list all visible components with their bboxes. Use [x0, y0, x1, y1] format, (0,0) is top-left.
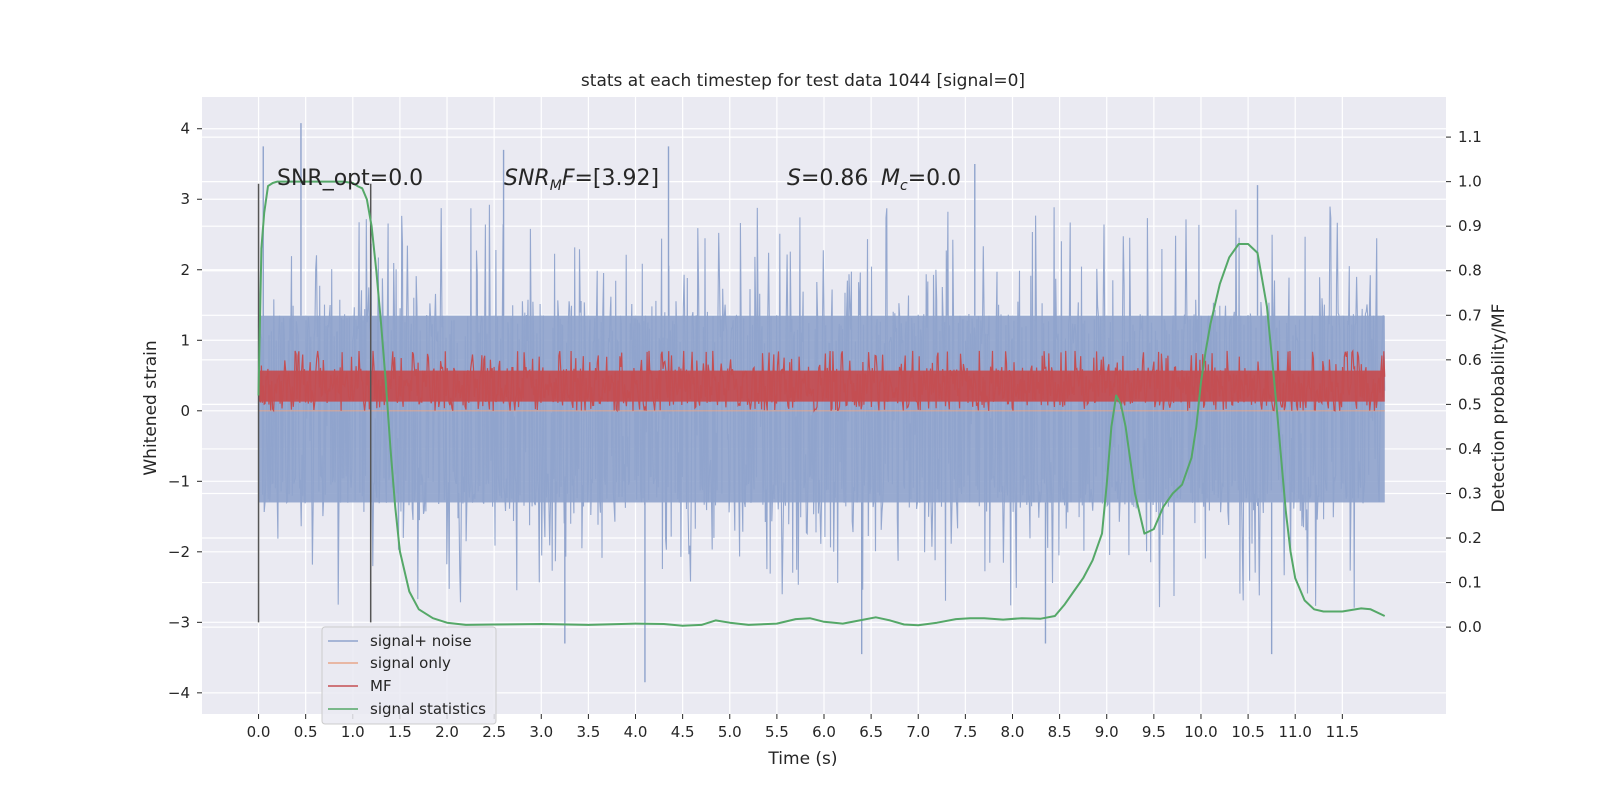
- x-tick-label: 9.5: [1142, 723, 1166, 741]
- x-tick-label: 7.5: [953, 723, 977, 741]
- s-symbol: S: [787, 166, 801, 191]
- x-tick-label: 10.5: [1231, 723, 1264, 741]
- s-value: =0.86: [801, 166, 868, 191]
- y-tick-label: −3: [168, 613, 190, 631]
- x-axis-ticks: 0.0 0.5 1.0 1.5 2.0 2.5 3.0 3.5 4.0 4.5 5.0 5.5 6.0 6…: [247, 714, 1359, 741]
- y-tick-label: 1: [180, 331, 190, 349]
- legend: signal+ noise signal only MF signal stat…: [321, 626, 497, 725]
- mf-line: [257, 349, 1386, 413]
- chart-title: stats at each timestep for test data 104…: [581, 71, 1025, 91]
- x-tick-label: 4.0: [624, 723, 648, 741]
- legend-label-signal-only: signal only: [370, 654, 451, 672]
- signal-statistics-series: [257, 180, 1386, 627]
- annotation-snr-opt: SNR_opt=0.0: [277, 166, 423, 191]
- annotation-s: S=0.86: [787, 166, 868, 191]
- mf-series: [257, 349, 1386, 413]
- signal-noise-line: [257, 204, 1386, 608]
- x-tick-label: 0.0: [247, 723, 271, 741]
- y-tick-label: 0: [180, 402, 190, 420]
- vertical-markers: [257, 183, 372, 623]
- x-tick-label: 1.5: [388, 723, 412, 741]
- x-tick-label: 8.0: [1001, 723, 1025, 741]
- x-tick-label: 5.0: [718, 723, 742, 741]
- legend-label-mf: MF: [370, 677, 392, 695]
- x-tick-label: 5.5: [765, 723, 789, 741]
- y-axis-label: Whitened strain: [141, 340, 161, 475]
- y2-axis-ticks: 1.1 1.0 0.9 0.8 0.7 0.6 0.5 0.4 0.3 0.2 0.1 0.0: [1446, 128, 1482, 636]
- y-tick-label: −4: [168, 684, 190, 702]
- legend-label-signal-noise: signal+ noise: [370, 632, 472, 650]
- snr-mf-symbol-f: F: [562, 166, 575, 191]
- x-tick-label: 0.5: [294, 723, 318, 741]
- x-tick-label: 8.5: [1048, 723, 1072, 741]
- y-tick-label: 3: [180, 190, 190, 208]
- x-tick-label: 6.5: [859, 723, 883, 741]
- x-tick-label: 2.5: [482, 723, 506, 741]
- annotation-mc: Mc=0.0: [881, 166, 961, 194]
- annotation-snr-mf: SNRMF=[3.92]: [504, 166, 659, 194]
- snr-mf-subscript: M: [550, 178, 562, 194]
- x-tick-label: 10.0: [1184, 723, 1217, 741]
- y2-tick-label: 0.0: [1458, 618, 1482, 636]
- snr-mf-symbol: SNR: [504, 166, 550, 191]
- mc-symbol: M: [881, 166, 900, 191]
- signal-noise-series: [257, 123, 1386, 683]
- y-tick-label: 4: [180, 120, 190, 138]
- x-axis-label: Time (s): [767, 749, 837, 769]
- x-tick-label: 3.0: [529, 723, 553, 741]
- y-tick-label: 2: [180, 261, 190, 279]
- y2-tick-label: 0.8: [1458, 262, 1482, 280]
- x-tick-label: 11.0: [1279, 723, 1312, 741]
- y2-tick-label: 1.1: [1458, 128, 1482, 146]
- mc-subscript: c: [900, 178, 908, 194]
- y-axis-ticks: 4 3 2 1 0 −1 −2 −3 −4: [168, 120, 202, 702]
- x-tick-label: 9.0: [1095, 723, 1119, 741]
- x-tick-label: 2.0: [435, 723, 459, 741]
- x-tick-label: 4.5: [671, 723, 695, 741]
- y-tick-label: −2: [168, 543, 190, 561]
- y2-axis-label: Detection probability/MF: [1489, 304, 1509, 513]
- y2-tick-label: 0.5: [1458, 395, 1482, 413]
- mc-value: =0.0: [908, 166, 961, 191]
- x-tick-label: 11.5: [1326, 723, 1359, 741]
- y2-tick-label: 1.0: [1458, 173, 1482, 191]
- y2-tick-label: 0.2: [1458, 529, 1482, 547]
- y2-tick-label: 0.7: [1458, 306, 1482, 324]
- legend-box: [321, 626, 497, 725]
- x-tick-label: 1.0: [341, 723, 365, 741]
- y-tick-label: −1: [168, 472, 190, 490]
- y2-tick-label: 0.3: [1458, 484, 1482, 502]
- y2-tick-label: 0.6: [1458, 351, 1482, 369]
- snr-mf-value: =[3.92]: [574, 166, 659, 191]
- y2-tick-label: 0.4: [1458, 440, 1482, 458]
- signal-statistics-line: [257, 180, 1386, 627]
- y2-tick-label: 0.9: [1458, 217, 1482, 235]
- x-tick-label: 3.5: [576, 723, 600, 741]
- y2-tick-label: 0.1: [1458, 574, 1482, 592]
- x-tick-label: 6.0: [812, 723, 836, 741]
- legend-label-signal-statistics: signal statistics: [370, 700, 486, 718]
- x-tick-label: 7.0: [906, 723, 930, 741]
